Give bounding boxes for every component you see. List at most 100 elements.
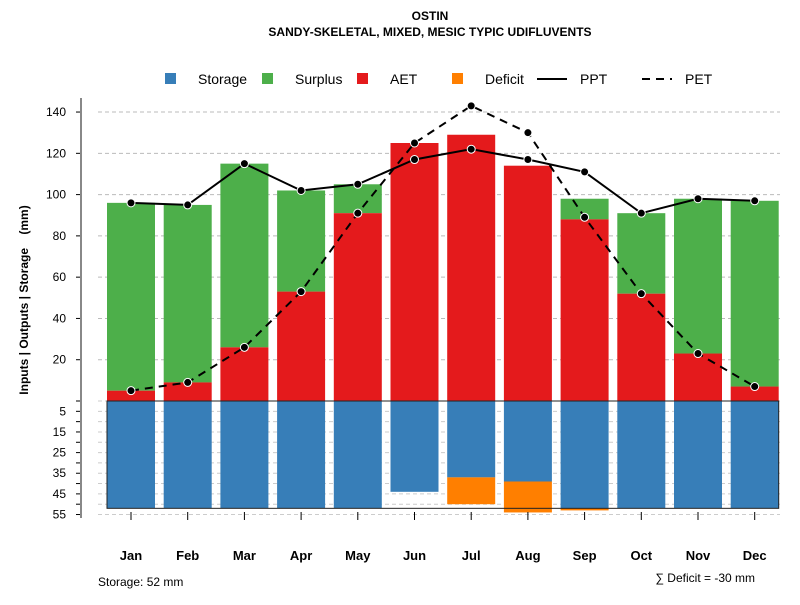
- y-tick-label: 55: [53, 508, 67, 522]
- ppt-point: [580, 167, 590, 177]
- pet-point: [183, 377, 193, 387]
- legend-label-storage: Storage: [198, 71, 247, 87]
- pet-point: [580, 212, 590, 222]
- ppt-point: [410, 155, 419, 165]
- pet-point: [693, 349, 703, 359]
- x-tick-label: Jan: [120, 548, 142, 563]
- legend-label-surplus: Surplus: [295, 71, 342, 87]
- legend-label-aet: AET: [390, 71, 418, 87]
- ppt-point: [636, 208, 646, 218]
- y-tick-label: 35: [53, 466, 67, 480]
- bar-aet: [277, 291, 326, 401]
- bar-storage: [503, 401, 552, 482]
- pet-point: [239, 342, 249, 352]
- pet-point: [750, 382, 760, 392]
- x-tick-label: Sep: [573, 548, 597, 563]
- y-tick-label: 60: [53, 270, 67, 284]
- y-tick-label: 15: [53, 425, 67, 439]
- y-tick-label: 25: [53, 446, 67, 460]
- y-tick-label: 120: [46, 146, 66, 160]
- chart-subtitle: SANDY-SKELETAL, MIXED, MESIC TYPIC UDIFL…: [268, 25, 591, 39]
- pet-point: [126, 386, 136, 396]
- ppt-point: [126, 198, 136, 208]
- bar-storage: [333, 401, 382, 509]
- y-tick-label: 80: [53, 229, 67, 243]
- ppt-point: [523, 155, 533, 165]
- x-tick-label: Jul: [462, 548, 481, 563]
- bar-surplus: [730, 200, 779, 387]
- bar-storage: [674, 401, 722, 509]
- x-tick-label: Aug: [515, 548, 540, 563]
- bar-storage: [220, 401, 269, 509]
- pet-point: [523, 128, 533, 138]
- bar-aet: [730, 386, 779, 401]
- pet-point: [353, 208, 363, 218]
- ppt-point: [353, 179, 363, 189]
- ppt-line: [130, 148, 755, 215]
- legend-swatch-surplus: [262, 73, 273, 84]
- x-tick-label: Nov: [686, 548, 711, 563]
- bar-surplus: [220, 163, 269, 348]
- bar-storage: [107, 401, 155, 509]
- storage-capacity-outline: [106, 400, 780, 509]
- legend-swatch-aet: [357, 73, 368, 84]
- legend: Storage Surplus AET Deficit PPT PET: [165, 71, 713, 87]
- bar-aet: [560, 219, 609, 401]
- bar-surplus: [617, 213, 666, 294]
- bar-surplus: [107, 202, 155, 391]
- y-tick-label: 45: [53, 487, 67, 501]
- bar-surplus: [560, 198, 609, 220]
- bar-aet: [220, 347, 269, 401]
- x-tick-label: Jun: [403, 548, 426, 563]
- bar-aet: [390, 143, 439, 401]
- y-axis-label: Inputs | Outputs | Storage (mm): [17, 205, 31, 394]
- bar-surplus: [674, 198, 722, 354]
- x-tick-label: Apr: [290, 548, 312, 563]
- bar-deficit: [560, 508, 609, 511]
- bar-aet: [163, 382, 212, 401]
- bar-deficit: [503, 481, 552, 513]
- legend-label-pet: PET: [685, 71, 713, 87]
- pet-point: [296, 287, 306, 297]
- bar-aet: [333, 213, 382, 401]
- bar-aet: [617, 293, 666, 401]
- storage-note: Storage: 52 mm: [98, 575, 183, 589]
- bar-surplus: [163, 204, 212, 383]
- pet-line: [130, 104, 756, 392]
- x-tick-label: Mar: [233, 548, 256, 563]
- pet-point: [410, 138, 419, 148]
- bar-aet: [447, 134, 496, 401]
- y-tick-label: 140: [46, 105, 66, 119]
- legend-label-deficit: Deficit: [485, 71, 524, 87]
- chart-title: OSTIN: [412, 9, 449, 23]
- pet-point: [466, 101, 476, 111]
- x-tick-label: Dec: [743, 548, 767, 563]
- ppt-point: [750, 196, 760, 206]
- ppt-point: [183, 200, 193, 210]
- ppt-point: [239, 159, 249, 169]
- ppt-point: [466, 144, 476, 154]
- y-tick-label: 100: [46, 188, 66, 202]
- x-tick-label: Oct: [630, 548, 652, 563]
- bar-deficit: [447, 477, 496, 505]
- bar-aet: [503, 165, 552, 401]
- deficit-note: ∑ Deficit = -30 mm: [655, 571, 755, 585]
- bar-storage: [560, 401, 609, 509]
- x-tick-label: May: [345, 548, 371, 563]
- y-tick-label: 5: [59, 404, 66, 418]
- legend-label-ppt: PPT: [580, 71, 608, 87]
- bar-aet: [674, 353, 722, 401]
- bar-storage: [277, 401, 326, 509]
- y-tick-label: 40: [53, 311, 67, 325]
- bar-surplus: [277, 190, 326, 292]
- y-tick-label: 20: [53, 353, 67, 367]
- bar-storage: [390, 401, 439, 492]
- legend-swatch-deficit: [452, 73, 463, 84]
- bar-storage: [730, 401, 779, 509]
- bar-aet: [107, 390, 155, 401]
- pet-point: [636, 289, 646, 299]
- x-tick-label: Feb: [176, 548, 199, 563]
- bar-surplus: [333, 184, 382, 214]
- bar-storage: [617, 401, 666, 509]
